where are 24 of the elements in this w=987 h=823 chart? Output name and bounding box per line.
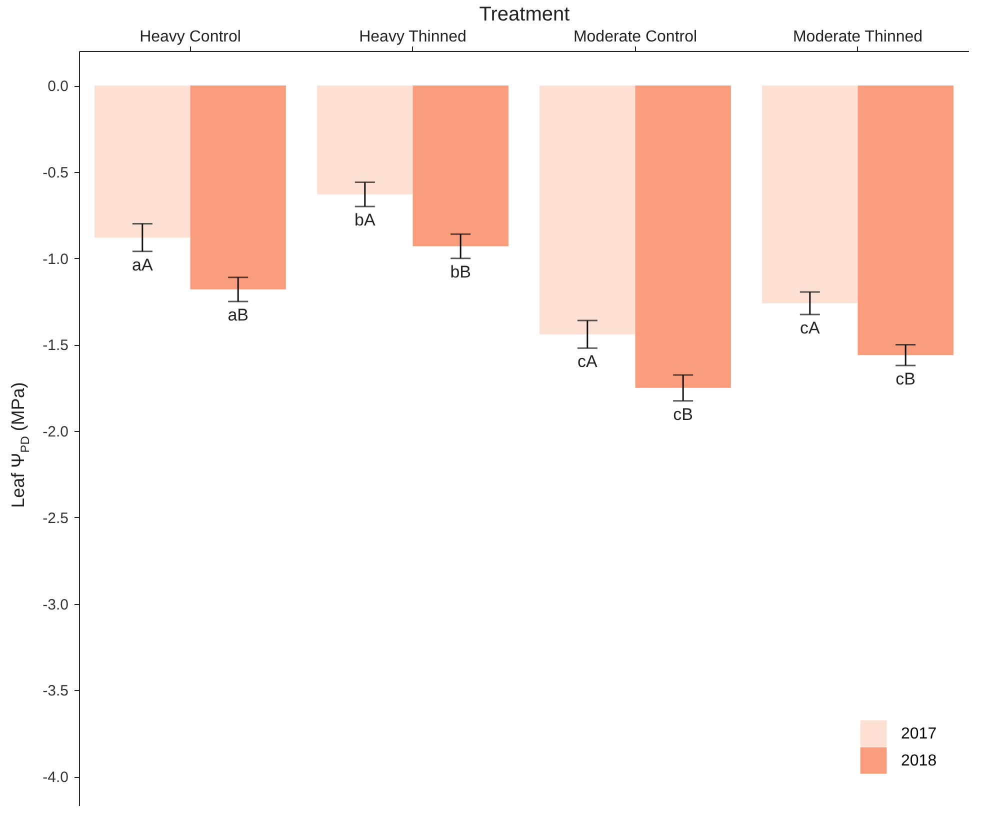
data-label: aB bbox=[228, 306, 248, 325]
data-label: cA bbox=[577, 352, 598, 372]
data-label: cB bbox=[896, 369, 916, 388]
data-label: bA bbox=[354, 210, 376, 230]
x-axis-title: Treatment bbox=[479, 4, 570, 26]
y-tick-label: -3.0 bbox=[42, 596, 68, 614]
y-tick-label: -4.0 bbox=[42, 769, 68, 786]
legend-label: 2018 bbox=[901, 752, 937, 770]
x-tick-label: Heavy Control bbox=[140, 28, 241, 46]
x-tick-label: Moderate Thinned bbox=[792, 28, 923, 46]
data-label: bB bbox=[450, 262, 471, 282]
y-tick-label: -0.5 bbox=[42, 164, 68, 182]
data-label: cA bbox=[800, 318, 820, 338]
x-tick-label: Heavy Thinned bbox=[359, 28, 466, 46]
y-tick-label: -1.5 bbox=[42, 337, 68, 354]
y-tick-label: -2.0 bbox=[42, 424, 68, 441]
data-label: cB bbox=[673, 404, 694, 424]
y-tick-label: -2.5 bbox=[42, 510, 68, 527]
data-label: aA bbox=[132, 255, 154, 274]
y-tick-label: -1.0 bbox=[42, 250, 68, 268]
y-tick-label: 0.0 bbox=[48, 78, 68, 96]
y-tick-label: -3.5 bbox=[42, 682, 68, 700]
x-tick-label: Moderate Control bbox=[573, 28, 698, 46]
legend-label: 2017 bbox=[901, 726, 937, 742]
